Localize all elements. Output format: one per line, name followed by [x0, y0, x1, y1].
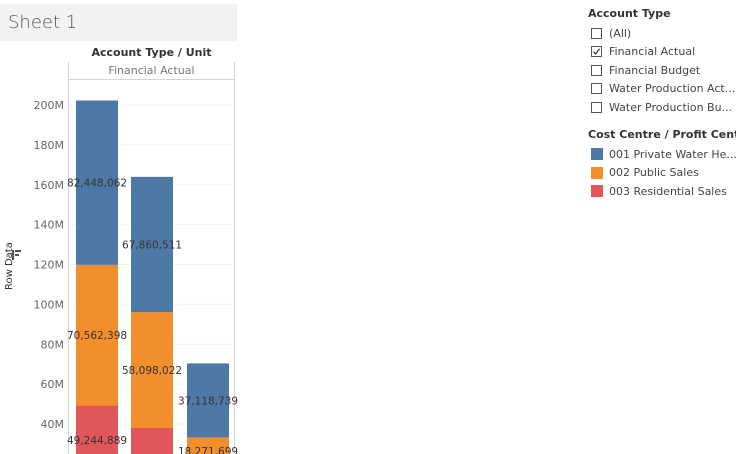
color-legend: 001 Private Water He... 002 Public Sales 0… [591, 145, 736, 201]
legend-item[interactable]: 001 Private Water He... [591, 145, 736, 164]
sheet-title: Sheet 1 [0, 4, 237, 41]
legend-title: Cost Centre / Profit Centre [588, 128, 736, 141]
bar-segment[interactable] [76, 100, 118, 265]
y-tick-label: 180M [34, 139, 65, 152]
bar-segment[interactable] [76, 405, 118, 454]
checkbox-icon[interactable] [591, 27, 602, 39]
legend-swatch [591, 185, 603, 198]
legend-swatch [591, 148, 603, 161]
filter-item[interactable]: Financial Actual [591, 43, 735, 62]
sort-icon[interactable] [12, 250, 21, 260]
data-label: 49,244,889 [67, 435, 127, 447]
checkbox-checked-icon[interactable] [591, 46, 602, 58]
y-tick-label: 120M [34, 259, 65, 272]
y-tick-label: 60M [41, 378, 65, 391]
data-label: 18,271,699 [178, 446, 238, 454]
checkbox-icon[interactable] [591, 83, 602, 95]
legend-item[interactable]: 003 Residential Sales [591, 182, 736, 201]
filter-item-label: Financial Actual [609, 45, 696, 59]
data-label: 70,562,398 [67, 330, 127, 342]
data-label: 67,860,511 [122, 240, 182, 252]
filter-item[interactable]: Water Production Act... [591, 80, 735, 99]
legend-item-label: 001 Private Water He... [609, 147, 736, 161]
bar-segment[interactable] [76, 264, 118, 406]
data-label: 82,448,062 [67, 178, 127, 190]
legend-item-label: 002 Public Sales [609, 166, 699, 180]
filter-item-label: Water Production Act... [609, 82, 736, 96]
bar-segment[interactable] [187, 437, 229, 454]
filter-item-label: Water Production Bu... [609, 100, 733, 114]
filter-item-label: Financial Budget [609, 63, 701, 77]
filter-item[interactable]: Financial Budget [591, 61, 735, 80]
bar-segment[interactable] [187, 363, 229, 438]
y-tick-label: 160M [34, 179, 65, 192]
data-label: 58,098,022 [122, 365, 182, 377]
filter-item[interactable]: Water Production Bu... [591, 98, 735, 117]
column-header-financial-actual[interactable]: Financial Actual [68, 62, 235, 80]
y-tick-label: 80M [41, 338, 65, 351]
data-label: 37,118,739 [178, 395, 238, 407]
y-tick-label: 200M [34, 99, 65, 112]
filter-item-label: (All) [609, 26, 632, 40]
checkbox-icon[interactable] [591, 101, 602, 113]
bar-segment[interactable] [131, 312, 173, 428]
y-tick-label: 40M [41, 418, 65, 431]
account-type-filter: (All) Financial Actual Financial Budget Wat… [591, 24, 735, 117]
stacked-bar-chart: 40M 60M 80M 100M 120M 140M 160M 180M 200M 49,244… [34, 80, 238, 454]
bar-segment[interactable] [131, 176, 173, 313]
legend-swatch [591, 166, 603, 179]
column-header-label: Account Type / Unit [91, 46, 212, 59]
legend-item[interactable]: 002 Public Sales [591, 164, 736, 183]
y-tick-label: 100M [34, 298, 65, 311]
y-tick-label: 140M [34, 219, 65, 232]
legend-item-label: 003 Residential Sales [609, 184, 727, 198]
filter-item[interactable]: (All) [591, 24, 735, 43]
bar-segment[interactable] [131, 427, 173, 454]
filter-title: Account Type [588, 7, 671, 20]
checkbox-icon[interactable] [591, 64, 602, 76]
